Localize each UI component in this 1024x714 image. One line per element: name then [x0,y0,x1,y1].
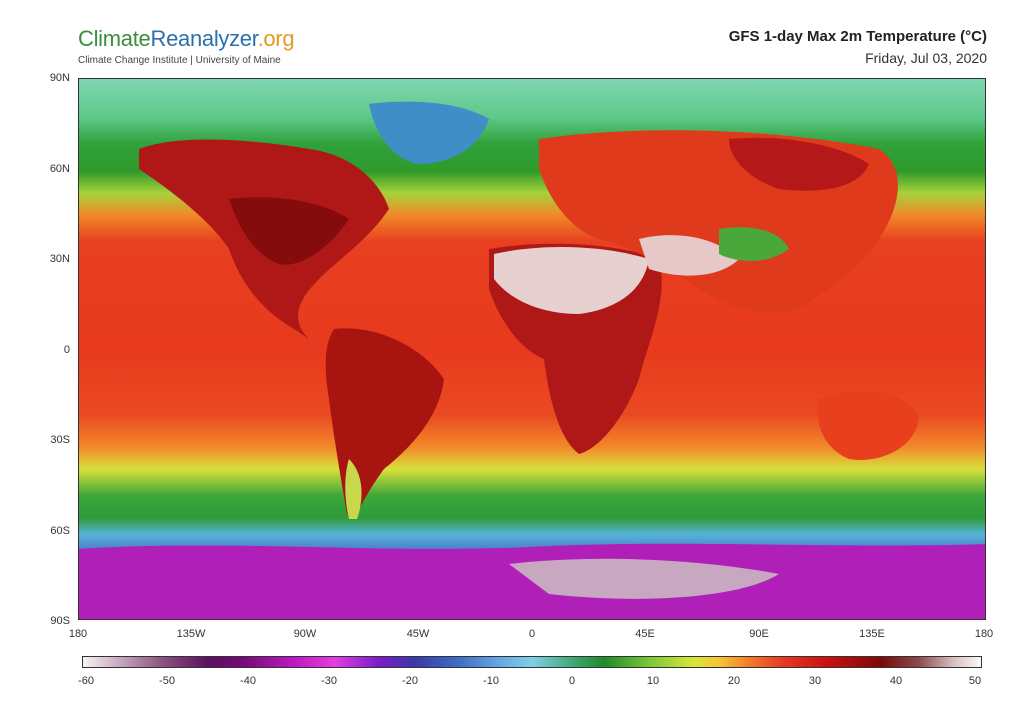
colorbar-label-0: 0 [568,675,576,687]
colorbar-label-neg60: -60 [78,675,94,687]
lat-label-60n: 60N [49,163,70,175]
colorbar-label-40: 40 [889,675,903,687]
colorbar-label-50: 50 [968,675,982,687]
lon-label-45w: 45W [406,628,430,640]
colorbar-label-30: 30 [808,675,822,687]
lon-label-135w: 135W [176,628,206,640]
map-title: GFS 1-day Max 2m Temperature (°C) [728,28,987,45]
logo-subtitle: Climate Change Institute | University of… [78,55,281,66]
north-america [139,139,389,339]
logo-part-org: .org [257,26,295,51]
colorbar-label-neg20: -20 [402,675,418,687]
temperature-map[interactable] [78,78,986,620]
lat-label-0: 0 [63,344,70,356]
lon-label-180w: 180 [68,628,88,640]
colorbar [82,656,982,668]
colorbar-label-20: 20 [727,675,741,687]
antarctic-plateau [509,558,779,599]
lat-label-30n: 30N [49,253,70,265]
lon-label-135e: 135E [859,628,885,640]
lon-label-180e: 180 [974,628,994,640]
lon-label-90w: 90W [293,628,317,640]
colorbar-label-10: 10 [646,675,660,687]
map-date: Friday, Jul 03, 2020 [865,50,987,66]
lon-label-90e: 90E [749,628,769,640]
africa [489,243,662,454]
logo-part-climate: Climate [78,26,151,51]
south-america [325,328,444,519]
colorbar-label-neg30: -30 [321,675,337,687]
antarctica [79,543,985,619]
greenland [369,101,489,164]
lon-label-45e: 45E [635,628,655,640]
lat-label-90n: 90N [49,72,70,84]
logo[interactable]: ClimateReanalyzer.org [78,26,295,52]
colorbar-label-neg50: -50 [159,675,175,687]
colorbar-label-neg40: -40 [240,675,256,687]
lat-label-30s: 30S [50,434,70,446]
lat-label-90s: 90S [50,615,70,627]
lat-label-60s: 60S [50,525,70,537]
logo-part-reanalyzer: Reanalyzer [150,26,258,51]
eurasia [539,130,898,313]
temperature-map-svg [79,79,985,619]
australia [817,390,919,460]
colorbar-label-neg10: -10 [483,675,499,687]
lon-label-0: 0 [528,628,536,640]
